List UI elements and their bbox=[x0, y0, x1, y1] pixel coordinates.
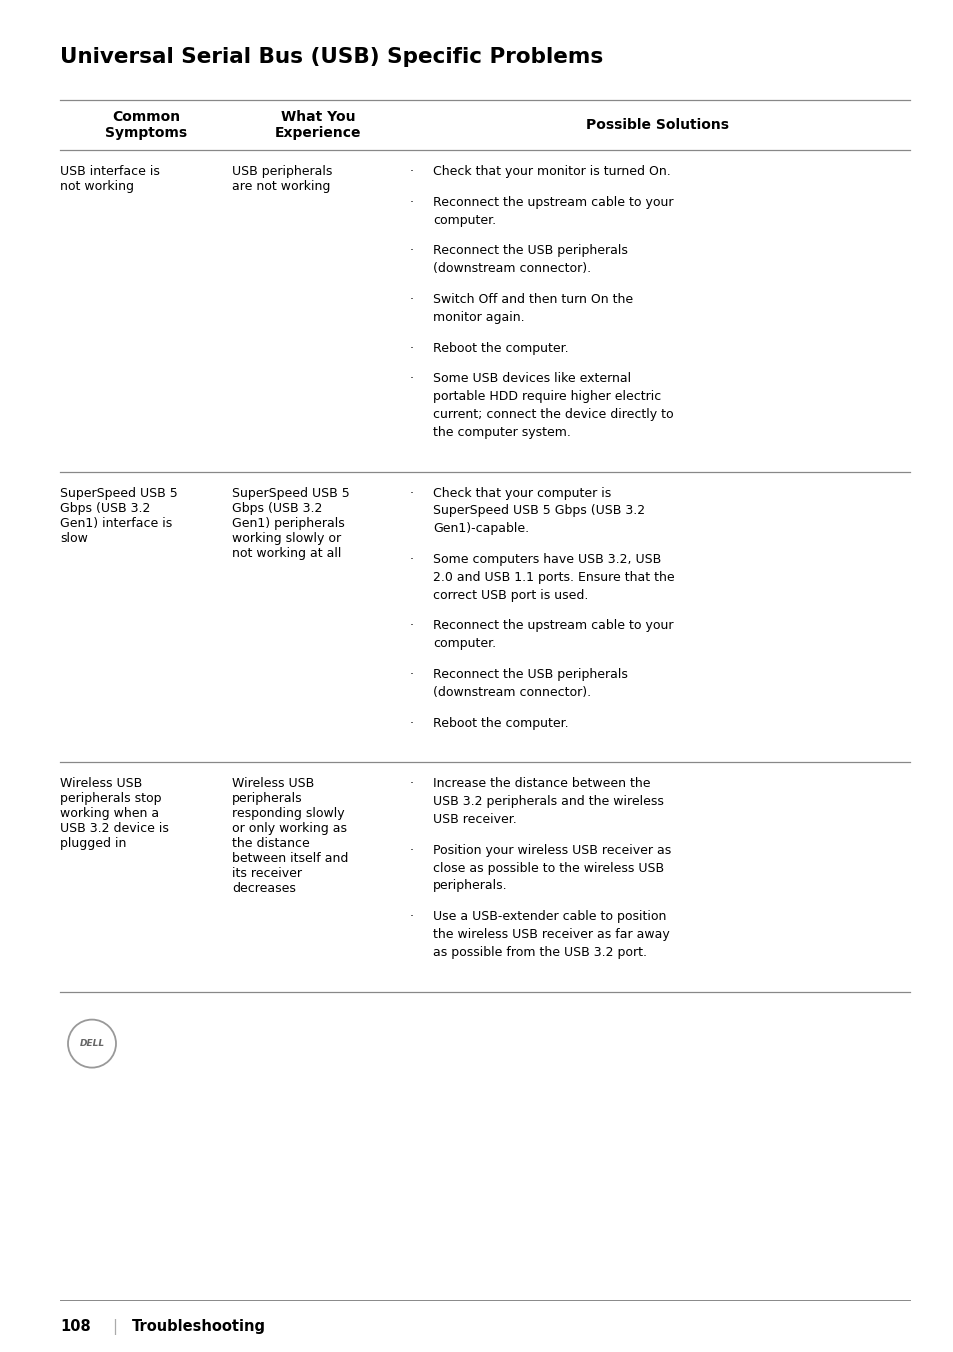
Text: Check that your computer is: Check that your computer is bbox=[433, 487, 611, 500]
Text: ·: · bbox=[410, 245, 414, 257]
Text: computer.: computer. bbox=[433, 214, 496, 227]
Text: ·: · bbox=[410, 777, 414, 791]
Text: Possible Solutions: Possible Solutions bbox=[585, 118, 728, 132]
Text: the wireless USB receiver as far away: the wireless USB receiver as far away bbox=[433, 927, 669, 941]
Text: Reboot the computer.: Reboot the computer. bbox=[433, 342, 568, 354]
Text: computer.: computer. bbox=[433, 637, 496, 650]
Text: |: | bbox=[112, 1320, 117, 1334]
Text: Use a USB-extender cable to position: Use a USB-extender cable to position bbox=[433, 910, 666, 923]
Text: (downstream connector).: (downstream connector). bbox=[433, 262, 591, 276]
Text: peripherals.: peripherals. bbox=[433, 879, 507, 892]
Text: ·: · bbox=[410, 553, 414, 566]
Text: ·: · bbox=[410, 487, 414, 500]
Text: USB 3.2 peripherals and the wireless: USB 3.2 peripherals and the wireless bbox=[433, 795, 663, 808]
Text: close as possible to the wireless USB: close as possible to the wireless USB bbox=[433, 861, 663, 875]
Text: ·: · bbox=[410, 717, 414, 730]
Text: ·: · bbox=[410, 293, 414, 306]
Text: ·: · bbox=[410, 196, 414, 208]
Text: Increase the distance between the: Increase the distance between the bbox=[433, 777, 650, 791]
Text: Some USB devices like external: Some USB devices like external bbox=[433, 372, 631, 385]
Text: Some computers have USB 3.2, USB: Some computers have USB 3.2, USB bbox=[433, 553, 660, 566]
Text: monitor again.: monitor again. bbox=[433, 311, 524, 323]
Text: 2.0 and USB 1.1 ports. Ensure that the: 2.0 and USB 1.1 ports. Ensure that the bbox=[433, 571, 674, 584]
Text: Universal Serial Bus (USB) Specific Problems: Universal Serial Bus (USB) Specific Prob… bbox=[60, 47, 602, 68]
Text: What You
Experience: What You Experience bbox=[275, 110, 361, 141]
Text: Reconnect the USB peripherals: Reconnect the USB peripherals bbox=[433, 668, 627, 681]
Text: Wireless USB
peripherals stop
working when a
USB 3.2 device is
plugged in: Wireless USB peripherals stop working wh… bbox=[60, 777, 169, 850]
Text: USB interface is
not working: USB interface is not working bbox=[60, 165, 160, 193]
Text: Common
Symptoms: Common Symptoms bbox=[105, 110, 187, 141]
Text: SuperSpeed USB 5
Gbps (USB 3.2
Gen1) peripherals
working slowly or
not working a: SuperSpeed USB 5 Gbps (USB 3.2 Gen1) per… bbox=[232, 487, 350, 560]
Text: ·: · bbox=[410, 668, 414, 681]
Text: Reconnect the USB peripherals: Reconnect the USB peripherals bbox=[433, 245, 627, 257]
Text: ·: · bbox=[410, 372, 414, 385]
Text: portable HDD require higher electric: portable HDD require higher electric bbox=[433, 391, 660, 403]
Text: Reconnect the upstream cable to your: Reconnect the upstream cable to your bbox=[433, 619, 673, 633]
Text: ·: · bbox=[410, 844, 414, 857]
Text: DELL: DELL bbox=[79, 1040, 105, 1048]
Text: the computer system.: the computer system. bbox=[433, 426, 570, 439]
Text: Check that your monitor is turned On.: Check that your monitor is turned On. bbox=[433, 165, 670, 178]
Text: current; connect the device directly to: current; connect the device directly to bbox=[433, 408, 673, 420]
Text: ·: · bbox=[410, 342, 414, 354]
Text: USB receiver.: USB receiver. bbox=[433, 813, 517, 826]
Text: Wireless USB
peripherals
responding slowly
or only working as
the distance
betwe: Wireless USB peripherals responding slow… bbox=[232, 777, 348, 895]
Text: SuperSpeed USB 5
Gbps (USB 3.2
Gen1) interface is
slow: SuperSpeed USB 5 Gbps (USB 3.2 Gen1) int… bbox=[60, 487, 177, 545]
Text: Position your wireless USB receiver as: Position your wireless USB receiver as bbox=[433, 844, 671, 857]
Text: ·: · bbox=[410, 619, 414, 633]
Text: Reboot the computer.: Reboot the computer. bbox=[433, 717, 568, 730]
Text: correct USB port is used.: correct USB port is used. bbox=[433, 588, 588, 602]
Text: ·: · bbox=[410, 165, 414, 178]
Text: Reconnect the upstream cable to your: Reconnect the upstream cable to your bbox=[433, 196, 673, 208]
Text: Troubleshooting: Troubleshooting bbox=[132, 1320, 266, 1334]
Text: 108: 108 bbox=[60, 1320, 91, 1334]
Text: SuperSpeed USB 5 Gbps (USB 3.2: SuperSpeed USB 5 Gbps (USB 3.2 bbox=[433, 504, 644, 518]
Text: as possible from the USB 3.2 port.: as possible from the USB 3.2 port. bbox=[433, 946, 646, 959]
Text: ·: · bbox=[410, 910, 414, 923]
Text: Gen1)-capable.: Gen1)-capable. bbox=[433, 522, 529, 535]
Text: USB peripherals
are not working: USB peripherals are not working bbox=[232, 165, 332, 193]
Text: Switch Off and then turn On the: Switch Off and then turn On the bbox=[433, 293, 633, 306]
Text: (downstream connector).: (downstream connector). bbox=[433, 685, 591, 699]
